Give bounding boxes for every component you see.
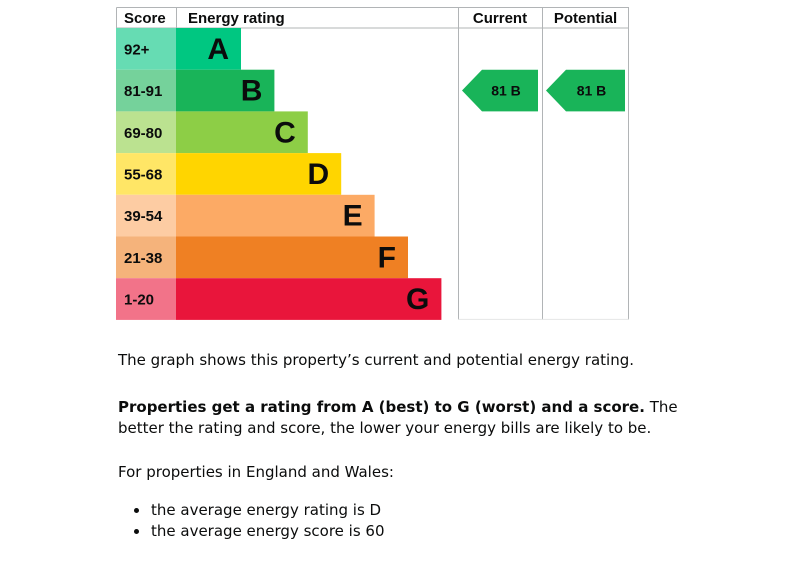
band-letter-c: C (274, 116, 296, 149)
potential-rating-arrow (546, 69, 625, 112)
band-letter-f: F (378, 241, 396, 274)
graph-description: The graph shows this property’s current … (118, 351, 634, 369)
bullet-icon (134, 508, 139, 513)
score-cell-d (116, 153, 176, 195)
list-item-average-rating: the average energy rating is D (118, 500, 385, 521)
header-potential: Potential (554, 10, 617, 27)
band-bar-c (176, 111, 308, 154)
band-letter-d: D (308, 158, 330, 191)
england-wales-intro: For properties in England and Wales: (118, 463, 394, 481)
band-bar-e (176, 194, 375, 237)
score-range-a: 92+ (124, 41, 150, 58)
header-energy-rating: Energy rating (188, 10, 285, 27)
score-range-g: 1-20 (124, 292, 154, 309)
score-range-e: 39-54 (124, 208, 163, 225)
score-cell-b (116, 69, 176, 112)
score-cell-e (116, 194, 176, 237)
band-letter-e: E (343, 200, 363, 233)
band-bar-b (176, 69, 275, 112)
average-list: the average energy rating is D the avera… (118, 500, 385, 542)
energy-rating-chart: Score Energy rating Current Potential 92+ A 81… (116, 7, 629, 320)
rating-explanation-rest: The better the rating and score, the low… (118, 398, 678, 437)
average-score-text: the average energy score is 60 (151, 522, 385, 540)
score-cell-f (116, 236, 176, 279)
bullet-icon (134, 529, 139, 534)
score-range-d: 55-68 (124, 166, 162, 183)
band-bar-d (176, 153, 342, 195)
current-rating-arrow (462, 69, 538, 112)
score-range-c: 69-80 (124, 125, 162, 142)
band-letter-a: A (207, 33, 229, 66)
band-bar-f (176, 236, 408, 279)
potential-rating-label: 81 B (577, 83, 607, 99)
score-range-b: 81-91 (124, 83, 162, 100)
band-bar-g (176, 278, 442, 320)
score-cell-c (116, 111, 176, 154)
header-current: Current (473, 10, 527, 27)
header-score: Score (124, 10, 166, 27)
band-letter-g: G (406, 283, 429, 316)
score-cell-a (116, 28, 176, 70)
score-range-f: 21-38 (124, 250, 162, 267)
current-rating-label: 81 B (491, 83, 521, 99)
average-rating-text: the average energy rating is D (151, 501, 382, 519)
score-cell-g (116, 278, 176, 320)
list-item-average-score: the average energy score is 60 (118, 521, 385, 542)
rating-explanation-bold: Properties get a rating from A (best) to… (118, 398, 645, 416)
band-bar-a (176, 28, 241, 70)
rating-explanation: Properties get a rating from A (best) to… (118, 397, 678, 439)
band-letter-b: B (241, 75, 263, 108)
